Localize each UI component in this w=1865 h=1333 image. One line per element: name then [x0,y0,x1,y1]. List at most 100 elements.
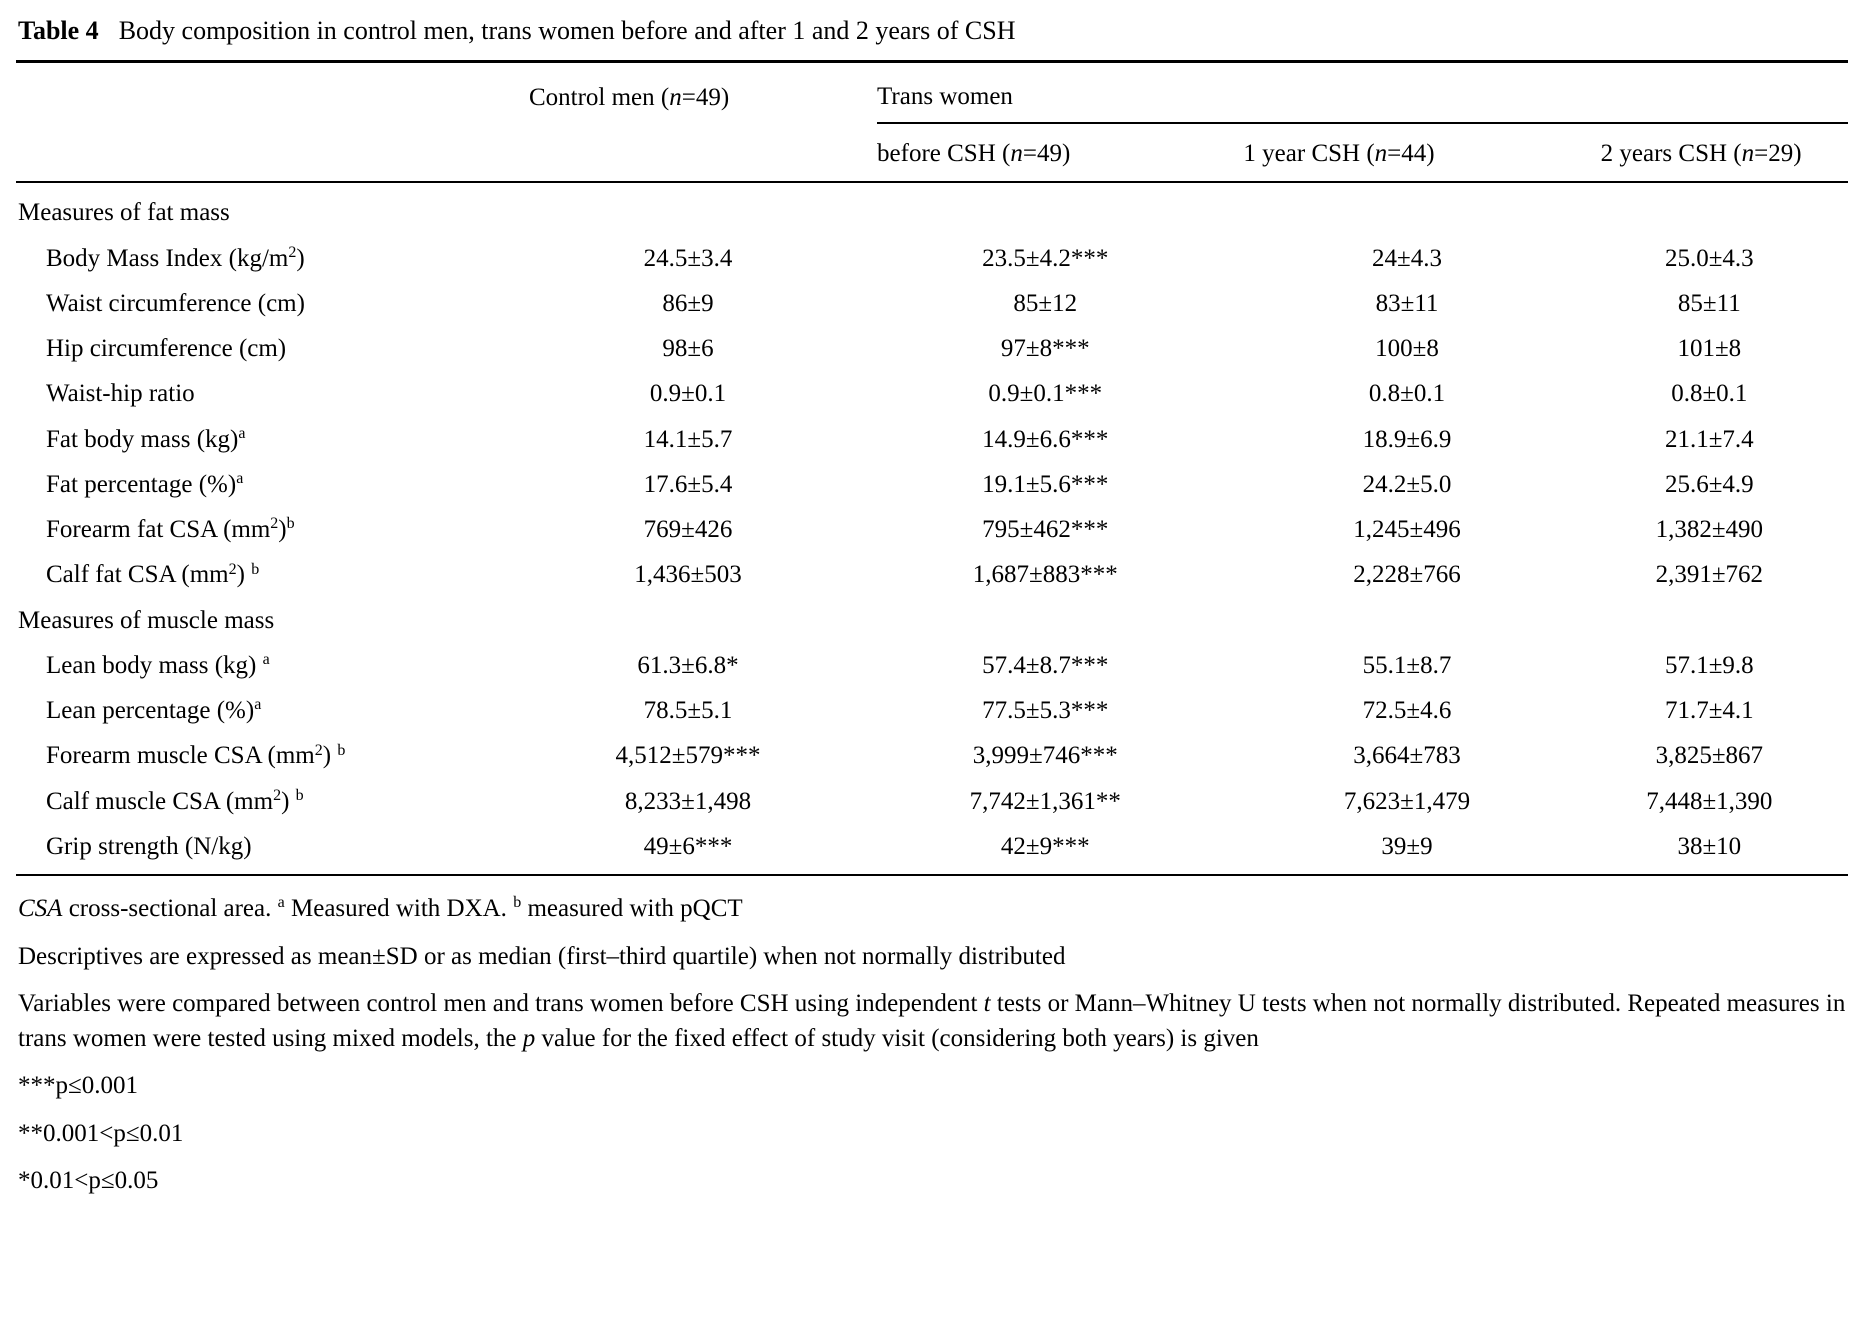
table-row: Grip strength (N/kg) 49±6*** 42±9*** 39±9 38… [16,823,1848,877]
footnote-p-05: *0.01<p≤0.05 [18,1167,159,1195]
table-row: Body Mass Index (kg/m2) 24.5±3.4 23.5±4.2*… [16,236,1848,281]
cell-value: 4,512±579*** [615,742,761,770]
column-group-trans-women: Trans women [877,62,1848,125]
table-body: Measures of fat mass Body Mass Index (kg/… [16,182,1848,877]
empty-header-cell [16,123,529,184]
cell-value: 23.5±4.2*** [982,244,1109,272]
cell-value: 86±9 [662,289,714,317]
section-row: Measures of muscle mass [16,598,1848,643]
cell-value: 24±4.3 [1372,244,1443,272]
cell-value: 769±426 [643,516,733,544]
footnotes: CSA cross-sectional area. a Measured wit… [16,876,1848,1199]
footnote-p-001: ***p≤0.001 [18,1072,138,1100]
cell-value: 72.5±4.6 [1362,697,1452,725]
cell-value: 78.5±5.1 [643,697,733,725]
cell-value: 0.9±0.1 [649,380,727,408]
header-sub-row: before CSH (n=49) 1 year CSH (n=44) 2 ye… [16,123,1848,184]
cell-value: 795±462*** [982,516,1109,544]
footnote-abbreviations: CSA cross-sectional area. a Measured wit… [18,894,743,923]
row-label: Hip circumference (cm) [46,335,287,363]
table-row: Calf fat CSA (mm2) b 1,436±503 1,687±883**… [16,552,1848,597]
section-title: Measures of muscle mass [18,606,275,634]
table-row: Forearm fat CSA (mm2)b 769±426 795±462*** 1… [16,507,1848,552]
table-number: Table 4 [18,16,99,45]
cell-value: 38±10 [1600,823,1848,877]
row-label: Waist-hip ratio [46,380,195,408]
header-group-row: Control men (n=49) Trans women [16,62,1848,125]
column-header-before-csh: before CSH (n=49) [877,123,1244,184]
cell-value: 0.8±0.1 [1368,380,1446,408]
row-label: Waist circumference (cm) [46,289,305,317]
row-label: Grip strength (N/kg) [16,823,529,877]
cell-value: 7,623±1,479 [1343,787,1471,815]
row-label: Body Mass Index (kg/m2) [46,243,305,272]
cell-value: 42±9*** [877,823,1244,877]
cell-value: 101±8 [1677,335,1742,363]
empty-header-cell [528,123,878,184]
cell-value: 71.7±4.1 [1664,697,1754,725]
cell-value: 85±11 [1677,289,1741,317]
row-label: Forearm fat CSA (mm2)b [46,515,295,544]
table-row: Lean percentage (%)a 78.5±5.1 77.5±5.3*** 7… [16,688,1848,733]
cell-value: 2,391±762 [1655,561,1764,589]
cell-value: 55.1±8.7 [1362,651,1452,679]
table-row: Forearm muscle CSA (mm2) b 4,512±579*** 3,… [16,733,1848,778]
cell-value: 39±9 [1243,823,1601,877]
table-row: Waist circumference (cm) 86±9 85±12 83±11 85… [16,281,1848,326]
cell-value: 7,448±1,390 [1646,787,1773,815]
cell-value: 1,382±490 [1655,516,1764,544]
row-label: Calf muscle CSA (mm2) b [46,786,304,815]
cell-value: 49±6*** [528,823,878,877]
cell-value: 14.1±5.7 [643,425,733,453]
cell-value: 17.6±5.4 [643,470,733,498]
row-label: Lean percentage (%)a [46,696,262,725]
row-label: Fat body mass (kg)a [46,424,246,453]
cell-value: 24.5±3.4 [643,244,733,272]
empty-header-cell [16,63,529,123]
cell-value: 24.2±5.0 [1362,470,1452,498]
cell-value: 2,228±766 [1353,561,1461,589]
row-label: Calf fat CSA (mm2) b [46,560,260,589]
section-row: Measures of fat mass [16,182,1848,235]
cell-value: 0.9±0.1*** [988,380,1103,408]
cell-value: 85±12 [1013,289,1078,317]
footnote-p-01: **0.001<p≤0.01 [18,1119,184,1147]
cell-value: 1,245±496 [1353,516,1461,544]
cell-value: 57.4±8.7*** [982,651,1109,679]
column-header-1-year-csh: 1 year CSH (n=44) [1243,123,1601,184]
body-composition-table: Control men (n=49) Trans women before CS… [16,62,1848,877]
cell-value: 0.8±0.1 [1671,380,1748,408]
cell-value: 21.1±7.4 [1664,425,1754,453]
column-header-control-men: Control men (n=49) [528,83,730,111]
row-label: Fat percentage (%)a [46,470,244,498]
section-title: Measures of fat mass [18,199,230,227]
cell-value: 1,436±503 [634,561,742,589]
cell-value: 18.9±6.9 [1362,425,1452,453]
cell-value: 61.3±6.8* [637,651,739,679]
table-row: Hip circumference (cm) 98±6 97±8*** 100±8 10… [16,326,1848,371]
cell-value: 83±11 [1375,289,1439,317]
footnote-statistics: Variables were compared between control … [18,990,1846,1052]
table-row: Fat body mass (kg)a 14.1±5.7 14.9±6.6*** 18… [16,417,1848,462]
table-row: Fat percentage (%)a 17.6±5.4 19.1±5.6*** 24… [16,462,1848,507]
column-header-2-years-csh: 2 years CSH (n=29) [1600,123,1848,184]
cell-value: 25.6±4.9 [1664,470,1754,498]
cell-value: 77.5±5.3*** [982,697,1109,725]
cell-value: 3,664±783 [1353,742,1461,770]
cell-value: 1,687±883*** [972,561,1118,589]
cell-value: 98±6 [662,335,714,363]
cell-value: 7,742±1,361** [969,787,1121,815]
row-label: Forearm muscle CSA (mm2) b [46,741,346,770]
row-label: Lean body mass (kg) a [46,651,270,679]
table-caption: Body composition in control men, trans w… [118,16,1016,45]
table-row: Calf muscle CSA (mm2) b 8,233±1,498 7,742±… [16,779,1848,824]
table-row: Waist-hip ratio 0.9±0.1 0.9±0.1*** 0.8±0.1 0… [16,371,1848,416]
cell-value: 57.1±9.8 [1664,651,1754,679]
cell-value: 100±8 [1375,335,1439,363]
cell-value: 3,999±746*** [972,742,1118,770]
cell-value: 97±8*** [1000,335,1090,363]
footnote-descriptives: Descriptives are expressed as mean±SD or… [18,942,1066,970]
cell-value: 19.1±5.6*** [982,470,1109,498]
cell-value: 3,825±867 [1655,742,1764,770]
